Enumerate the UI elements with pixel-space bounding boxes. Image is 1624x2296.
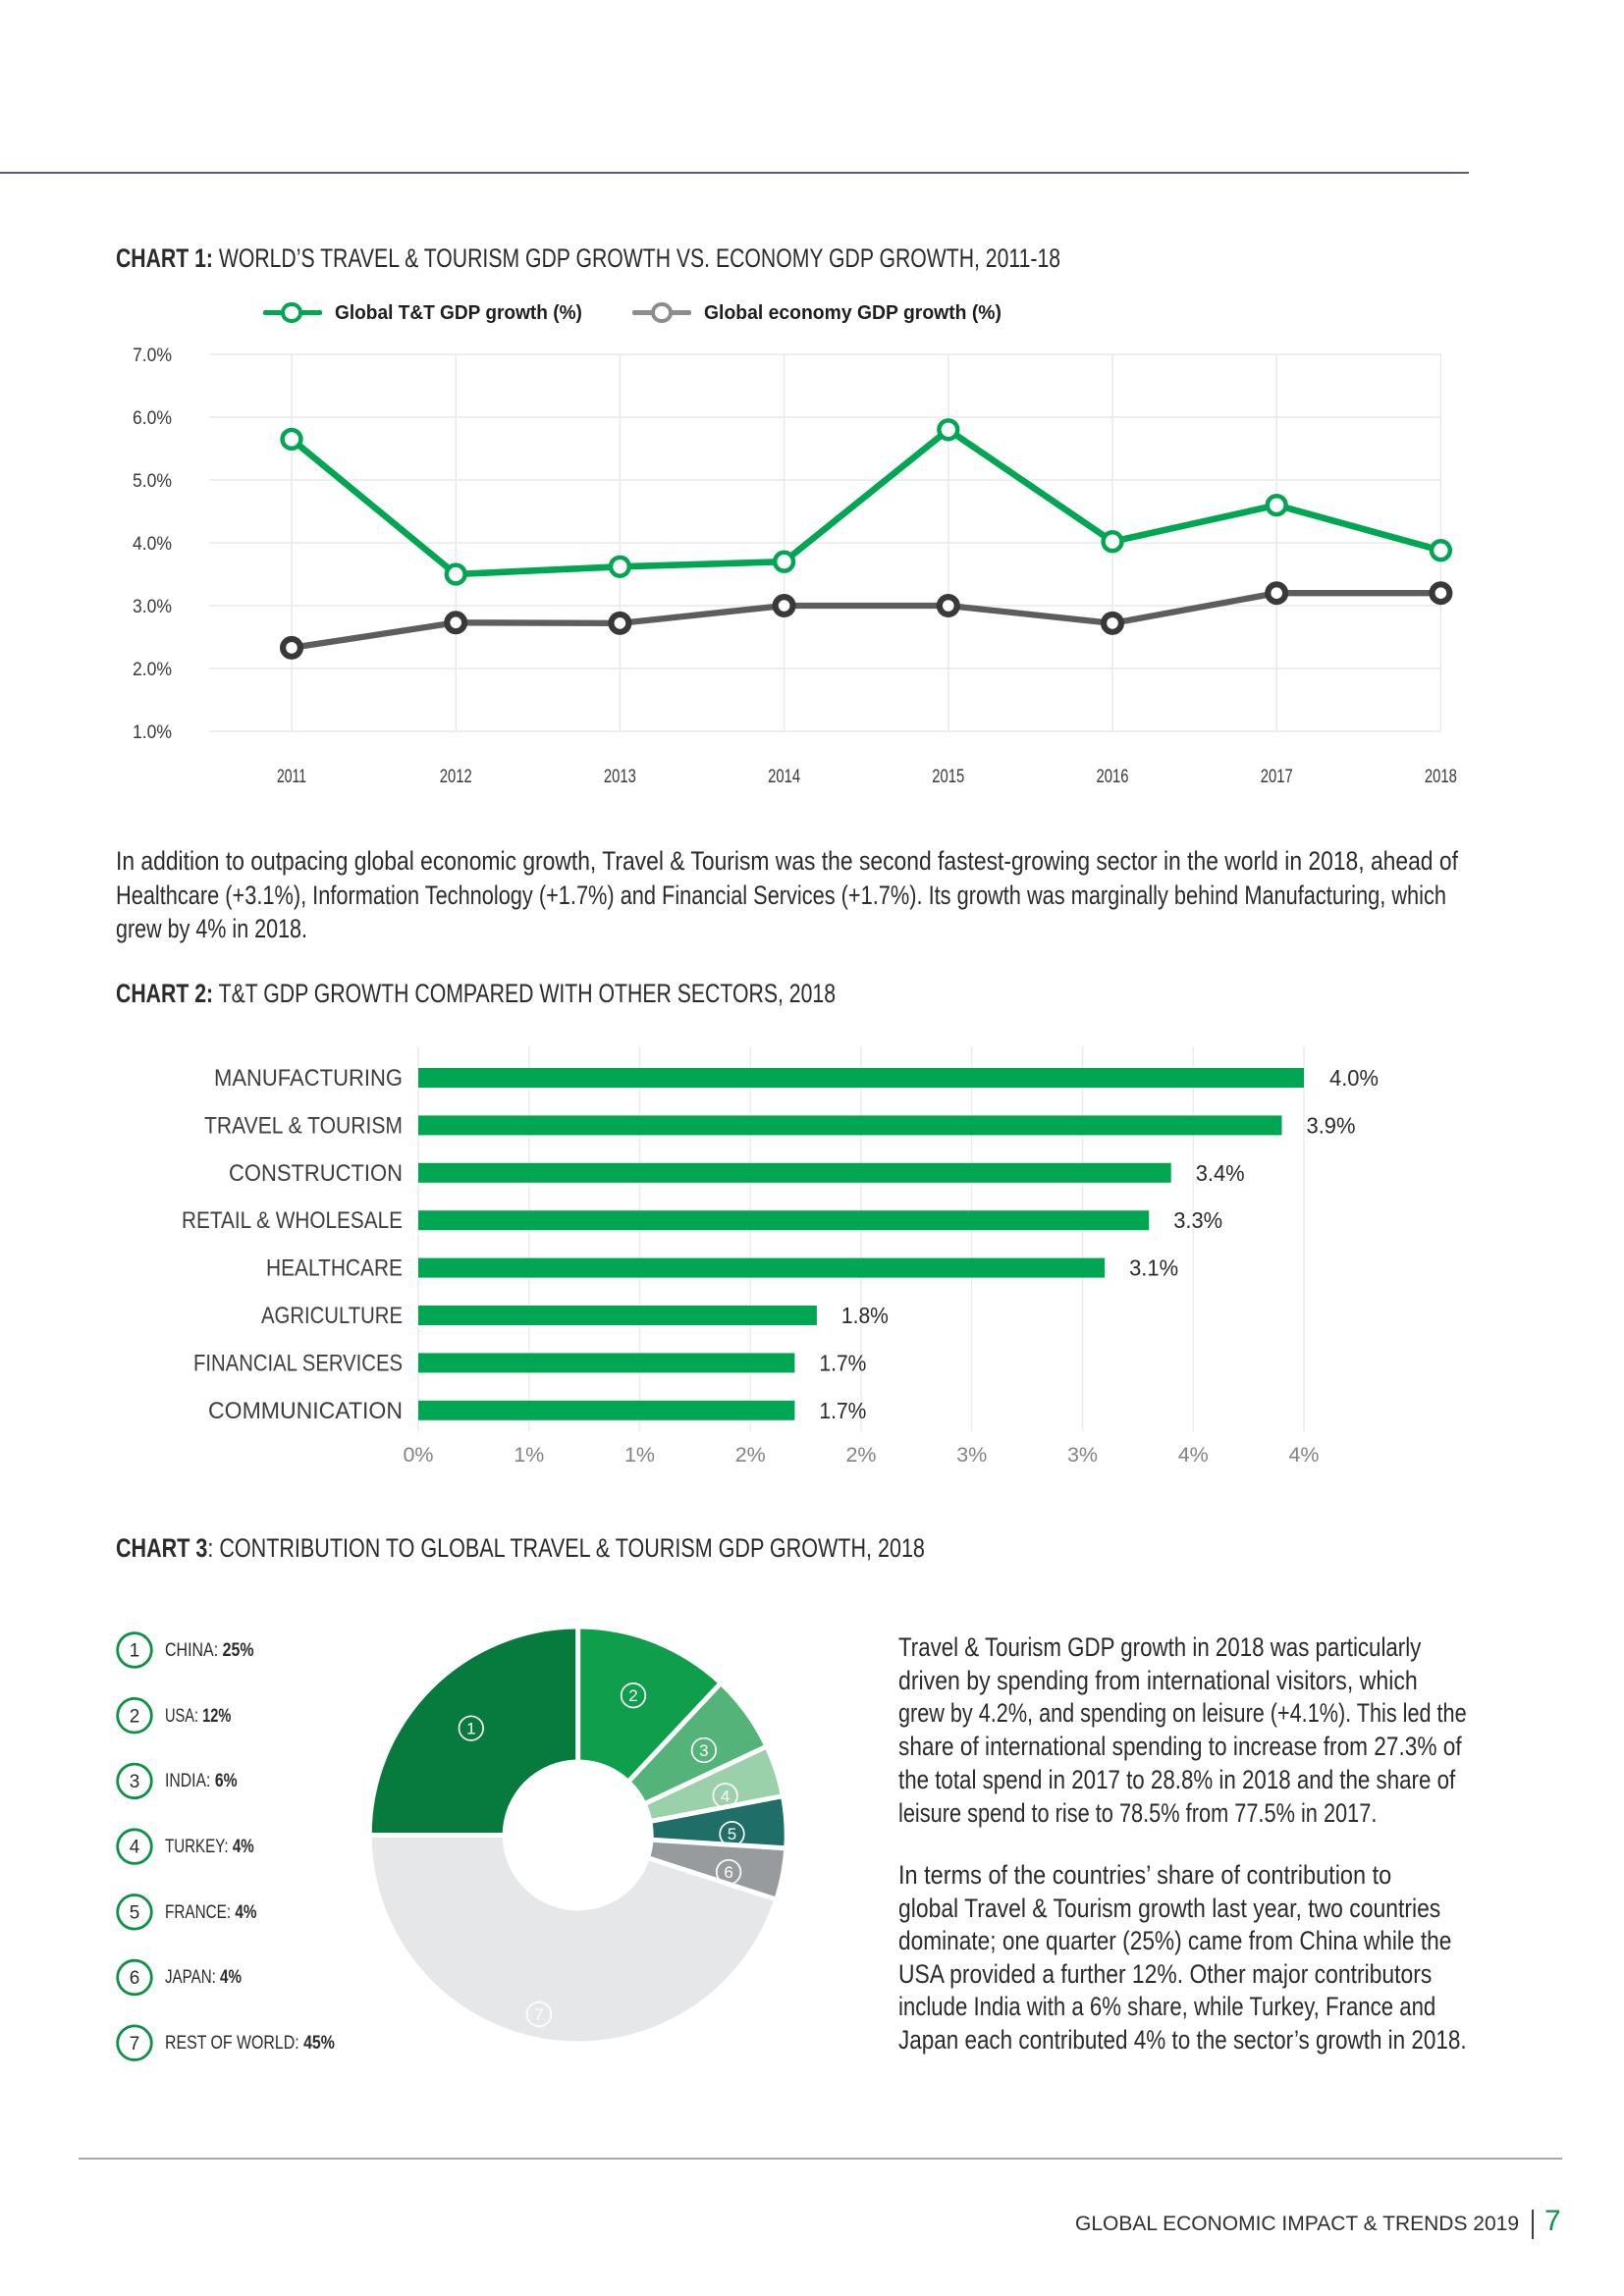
svg-text:7: 7 [130,2034,140,2055]
svg-text:2012: 2012 [440,767,472,787]
svg-text:2.0%: 2.0% [133,660,172,680]
svg-text:2013: 2013 [604,767,636,787]
svg-text:1: 1 [130,1641,140,1662]
svg-text:2014: 2014 [768,767,800,787]
svg-text:5.0%: 5.0% [133,471,172,492]
svg-text:3: 3 [699,1741,708,1760]
svg-text:5: 5 [130,1902,140,1923]
svg-text:7.0%: 7.0% [133,346,172,366]
svg-text:4.0%: 4.0% [133,534,172,555]
svg-text:6: 6 [724,1863,732,1882]
svg-text:4.0%: 4.0% [1329,1065,1379,1091]
svg-text:FINANCIAL SERVICES: FINANCIAL SERVICES [193,1350,403,1376]
svg-text:2011: 2011 [277,767,306,787]
svg-text:3.3%: 3.3% [1173,1207,1222,1233]
svg-text:4%: 4% [1178,1443,1209,1467]
svg-text:4: 4 [130,1838,140,1858]
svg-text:0%: 0% [403,1443,433,1467]
svg-text:HEALTHCARE: HEALTHCARE [266,1255,403,1282]
svg-text:6.0%: 6.0% [133,408,172,429]
svg-text:1.0%: 1.0% [133,722,172,743]
svg-text:5: 5 [728,1825,736,1843]
svg-text:3.4%: 3.4% [1196,1160,1245,1186]
svg-text:2018: 2018 [1425,767,1457,787]
svg-text:1: 1 [466,1720,475,1738]
svg-text:RETAIL & WHOLESALE: RETAIL & WHOLESALE [182,1207,403,1234]
svg-text:7: 7 [534,2005,543,2024]
svg-text:2%: 2% [735,1443,766,1467]
svg-text:6: 6 [130,1968,140,1989]
svg-text:1.7%: 1.7% [819,1350,866,1375]
svg-text:1.8%: 1.8% [841,1303,889,1328]
svg-text:2017: 2017 [1261,767,1293,787]
svg-text:3%: 3% [1067,1443,1098,1467]
svg-text:CONSTRUCTION: CONSTRUCTION [229,1160,403,1187]
svg-text:3.0%: 3.0% [133,597,172,617]
svg-text:COMMUNICATION: COMMUNICATION [208,1398,403,1424]
svg-text:AGRICULTURE: AGRICULTURE [261,1303,403,1329]
svg-text:4: 4 [721,1787,730,1805]
svg-text:TRAVEL & TOURISM: TRAVEL & TOURISM [204,1112,403,1139]
svg-text:1%: 1% [514,1443,544,1467]
svg-text:3%: 3% [956,1443,987,1467]
svg-text:2015: 2015 [932,767,964,787]
svg-text:3.9%: 3.9% [1307,1112,1356,1138]
svg-text:3: 3 [130,1772,140,1792]
svg-text:4%: 4% [1288,1443,1319,1467]
svg-text:2016: 2016 [1097,767,1129,787]
svg-text:3.1%: 3.1% [1129,1255,1178,1281]
svg-text:1.7%: 1.7% [819,1398,866,1423]
svg-text:2%: 2% [845,1443,876,1467]
svg-text:1%: 1% [624,1443,655,1467]
svg-text:2: 2 [130,1706,140,1727]
svg-text:MANUFACTURING: MANUFACTURING [214,1065,403,1092]
svg-text:2: 2 [628,1686,637,1705]
